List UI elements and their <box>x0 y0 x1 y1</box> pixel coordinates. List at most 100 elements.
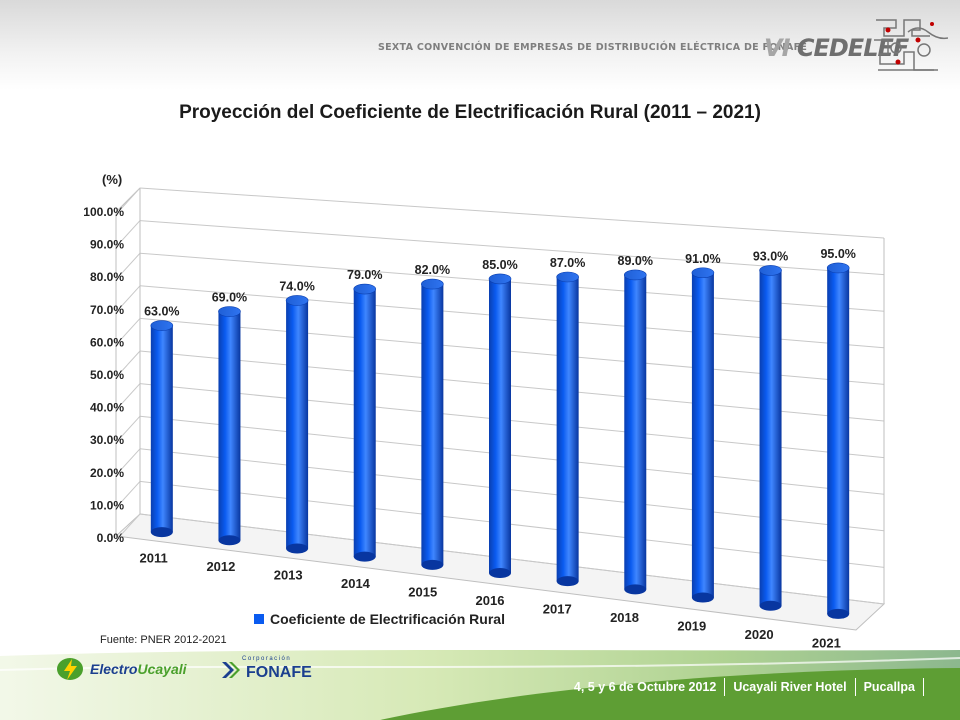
divider <box>854 678 856 696</box>
y-tick-label: 30.0% <box>90 433 124 447</box>
bar-cylinder-base <box>421 559 444 570</box>
data-label: 93.0% <box>753 249 788 263</box>
bar-cylinder-top <box>623 269 647 281</box>
seal-icon <box>874 19 948 71</box>
fonafe-arrow-icon <box>222 662 240 678</box>
x-tick-label: 2014 <box>341 576 371 591</box>
data-label: 91.0% <box>685 252 720 266</box>
data-label: 63.0% <box>144 305 179 319</box>
bar-cylinder-base <box>489 568 511 578</box>
x-tick-label: 2013 <box>274 567 303 582</box>
data-label: 89.0% <box>618 254 653 268</box>
y-tick-label: 60.0% <box>90 335 124 349</box>
slide-title: Proyección del Coeficiente de Electrific… <box>179 102 761 123</box>
gridline <box>139 187 885 239</box>
y-tick-label: 10.0% <box>90 498 124 512</box>
y-axis-label: (%) <box>102 172 122 187</box>
event-city: Pucallpa <box>863 680 915 694</box>
bar-cylinder-top <box>556 271 579 283</box>
footer-swoosh <box>0 650 960 720</box>
bar-cylinder-base <box>624 584 647 595</box>
bar-cylinder-base <box>286 543 309 554</box>
convention-title: SEXTA CONVENCIÓN DE EMPRESAS DE DISTRIBU… <box>378 42 808 53</box>
electro-ucayali-text: ElectroUcayali <box>90 661 187 677</box>
y-tick-label: 0.0% <box>97 531 125 545</box>
fonafe-logo: Corporación FONAFE <box>220 656 312 682</box>
bar-cylinder-body <box>556 276 579 582</box>
x-tick-label: 2012 <box>206 559 235 574</box>
data-label: 85.0% <box>482 258 517 272</box>
x-tick-label: 2018 <box>610 610 639 625</box>
bar-cylinder-body <box>150 325 173 533</box>
gridline-side <box>119 481 141 504</box>
bar-cylinder-base <box>827 608 850 619</box>
electro-ucayali-logo: ElectroUcayali <box>56 656 187 682</box>
data-label: 79.0% <box>347 268 382 282</box>
gridline-side <box>119 513 141 537</box>
bar-cylinder-top <box>759 265 782 276</box>
bar-cylinder-base <box>218 535 241 546</box>
y-tick-label: 80.0% <box>90 270 124 284</box>
event-venue: Ucayali River Hotel <box>733 680 847 694</box>
x-tick-label: 2020 <box>745 627 774 642</box>
bar-cylinder-body <box>759 270 782 606</box>
footer <box>0 650 960 720</box>
bar-cylinder-base <box>556 576 579 587</box>
bar-cylinder-top <box>421 278 444 290</box>
bar-cylinder-body <box>624 274 647 590</box>
bar-cylinder-body <box>489 278 511 573</box>
data-label: 74.0% <box>279 279 314 293</box>
y-tick-label: 100.0% <box>83 205 124 219</box>
gridline-side <box>119 415 141 439</box>
electro-bolt-icon <box>57 658 83 680</box>
x-tick-label: 2016 <box>476 593 505 608</box>
bar-cylinder-top <box>150 320 174 331</box>
bar-cylinder-base <box>759 600 782 611</box>
gridline-side <box>119 220 141 243</box>
x-tick-label: 2011 <box>140 550 168 565</box>
gridline-side <box>119 285 141 309</box>
bar-cylinder-body <box>691 272 714 598</box>
legend-swatch <box>254 614 264 624</box>
divider <box>724 678 726 696</box>
gridline-side <box>119 448 141 472</box>
fonafe-name: FONAFE <box>246 664 312 681</box>
electro-text: Electro <box>90 661 138 677</box>
x-tick-label: 2017 <box>543 602 572 617</box>
x-tick-label: 2021 <box>812 636 841 651</box>
y-tick-label: 70.0% <box>90 303 124 317</box>
bar-cylinder-top <box>218 306 241 317</box>
chart-area: 0.0% 10.0% 20.0% 30.0% 40.0% 50.0% 60.0% 70.0% 8… <box>56 160 912 656</box>
source-note: Fuente: PNER 2012-2021 <box>100 634 227 646</box>
gridline <box>139 220 885 276</box>
bar-cylinder-top <box>285 295 309 306</box>
header-band: SEXTA CONVENCIÓN DE EMPRESAS DE DISTRIBU… <box>0 0 960 90</box>
ucayali-text: Ucayali <box>137 661 187 677</box>
gridline-side <box>119 187 141 211</box>
data-label: 69.0% <box>212 291 247 305</box>
bar-cylinder-base <box>150 527 173 538</box>
divider <box>923 678 924 696</box>
gridline-side <box>119 318 141 341</box>
y-tick-label: 20.0% <box>90 466 124 480</box>
event-dates: 4, 5 y 6 de Octubre 2012 <box>573 680 717 694</box>
data-label: 87.0% <box>550 256 585 270</box>
y-tick-label: 40.0% <box>90 401 124 415</box>
x-tick-label: 2019 <box>677 619 706 634</box>
bar-cylinder-top <box>691 267 715 279</box>
bar-cylinder-body <box>286 300 309 549</box>
bar-cylinder-top <box>826 262 850 274</box>
gridline-side <box>119 350 141 374</box>
bar-chart: 0.0% 10.0% 20.0% 30.0% 40.0% 50.0% 60.0% 70.0% 8… <box>83 172 886 651</box>
event-info: 4, 5 y 6 de Octubre 2012 Ucayali River H… <box>574 678 932 696</box>
bar-cylinder-base <box>353 551 376 562</box>
fonafe-corp: Corporación <box>242 656 292 662</box>
data-label: 82.0% <box>415 263 450 277</box>
data-label: 95.0% <box>820 247 855 261</box>
bar-cylinder-base <box>691 592 714 603</box>
cedelef-roman: VI <box>764 34 790 62</box>
bar-cylinder-body <box>218 311 241 541</box>
bar-cylinder-top <box>353 283 377 295</box>
bar-cylinder-body <box>421 284 444 565</box>
bar-cylinder-body <box>827 267 850 614</box>
